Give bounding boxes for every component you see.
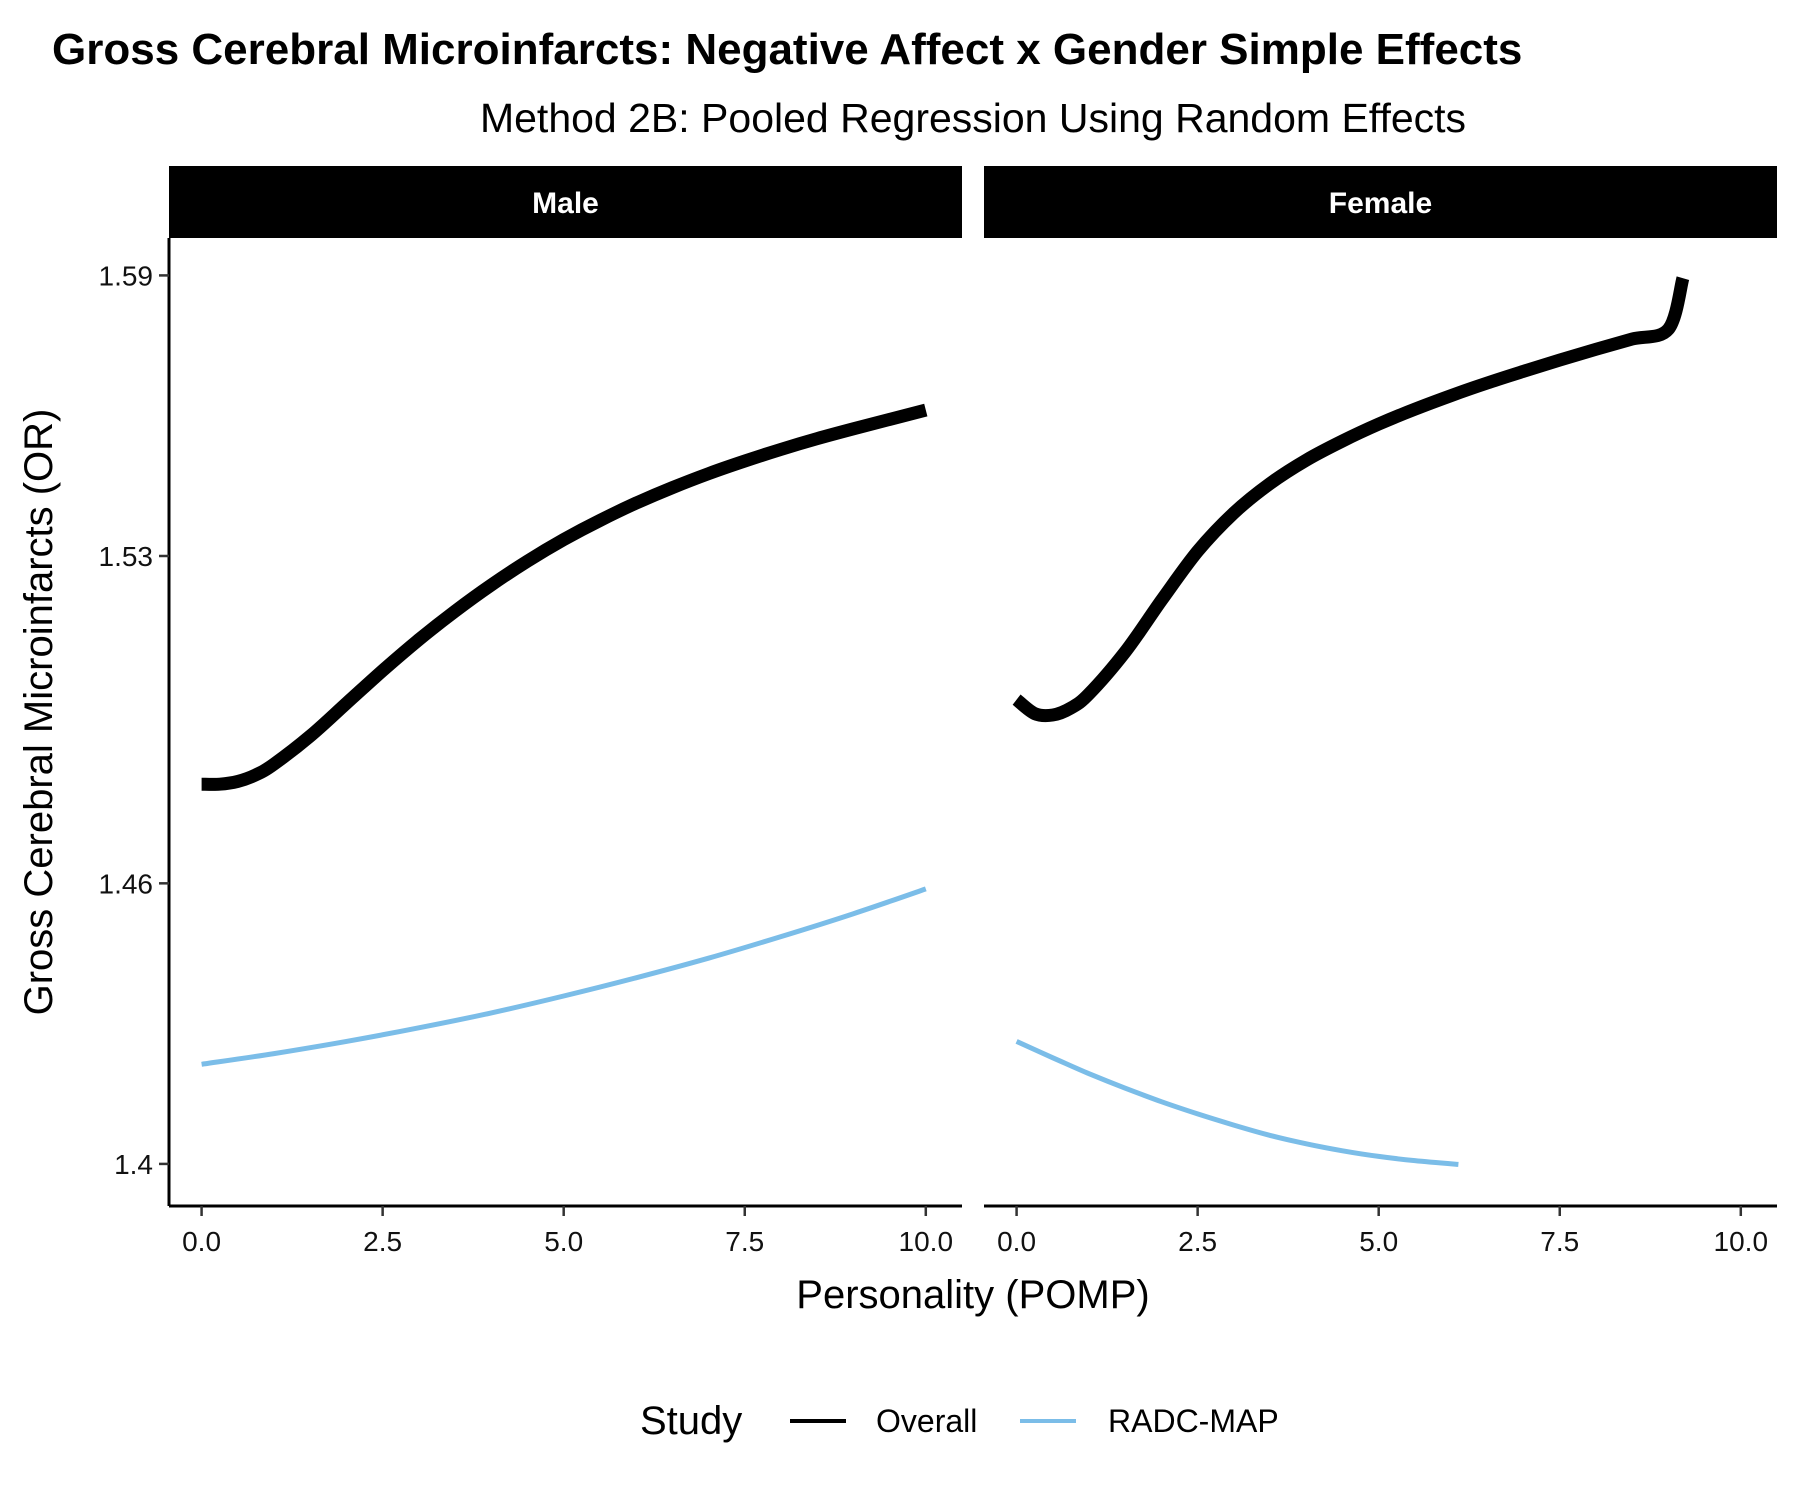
x-tick-label-male: 2.5	[363, 1226, 402, 1257]
chart-subtitle: Method 2B: Pooled Regression Using Rando…	[480, 95, 1466, 141]
series-line-male-overall	[201, 403, 928, 791]
x-axis-title: Personality (POMP)	[796, 1273, 1149, 1317]
legend: Study Overall RADC-MAP	[640, 1399, 1279, 1443]
y-axis-title: Gross Cerebral Microinfarcts (OR)	[17, 409, 61, 1016]
x-tick-label-female: 5.0	[1359, 1226, 1398, 1257]
y-tick-label: 1.59	[99, 260, 154, 291]
strip-label-female: Female	[1329, 187, 1432, 220]
y-tick-label: 1.53	[99, 541, 154, 572]
series-line-female-overall	[1012, 276, 1690, 723]
strip-male	[169, 166, 962, 238]
legend-title: Study	[640, 1399, 742, 1443]
legend-label-overall: Overall	[876, 1403, 977, 1439]
y-tick-label: 1.46	[99, 868, 154, 899]
x-tick-label-male: 0.0	[182, 1226, 221, 1257]
x-tick-label-female: 10.0	[1714, 1226, 1769, 1257]
x-tick-label-female: 2.5	[1178, 1226, 1217, 1257]
chart-title: Gross Cerebral Microinfarcts: Negative A…	[52, 25, 1522, 74]
strip-label-male: Male	[532, 187, 599, 220]
x-tick-label-male: 5.0	[544, 1226, 583, 1257]
y-tick-label: 1.4	[114, 1149, 153, 1180]
x-tick-label-female: 7.5	[1540, 1226, 1579, 1257]
x-tick-label-male: 7.5	[725, 1226, 764, 1257]
series-line-male-radc-map	[201, 886, 927, 1067]
legend-label-radc-map: RADC-MAP	[1108, 1403, 1279, 1439]
x-tick-label-female: 0.0	[997, 1226, 1036, 1257]
series-line-female-radc-map	[1015, 1039, 1459, 1167]
panels: Male 0.0 2.5 5.0 7.5 10.0 1.4 1.46 1.53 1.59 Femal…	[99, 166, 1777, 1257]
x-tick-label-male: 10.0	[899, 1226, 954, 1257]
strip-female	[984, 166, 1777, 238]
